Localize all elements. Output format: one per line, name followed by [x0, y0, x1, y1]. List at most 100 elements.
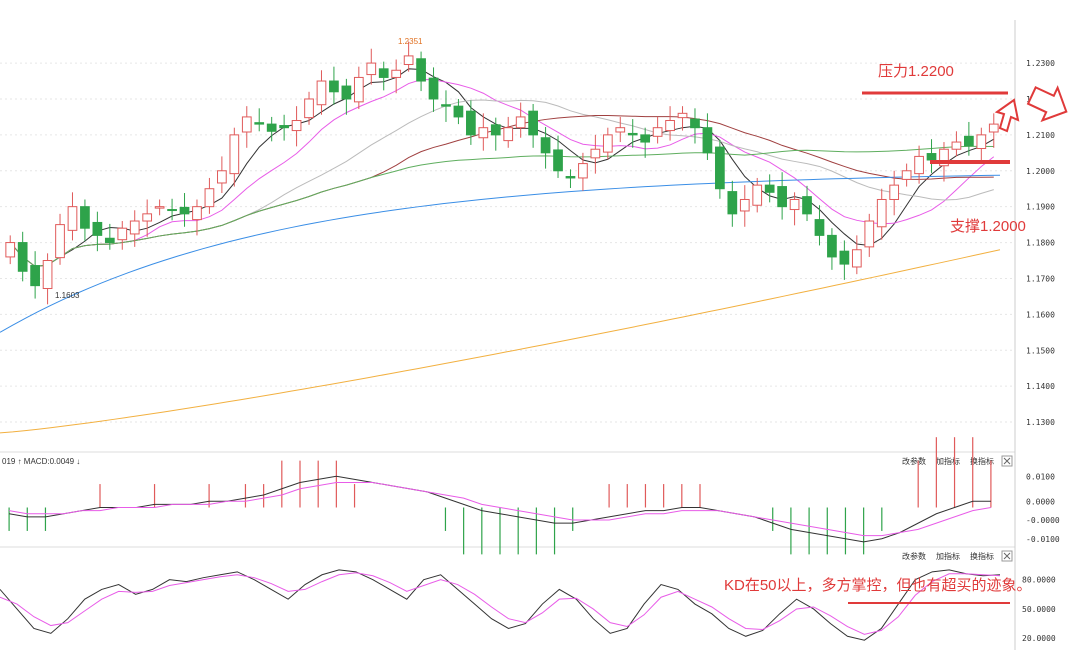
price-axis: 1.23001.22001.21001.20001.19001.18001.17… — [1026, 59, 1055, 427]
add-indicator-button[interactable]: 加指标 — [936, 551, 960, 561]
candle-body — [490, 124, 501, 136]
macd-tick-label: -0.0100 — [1026, 535, 1060, 544]
price-tick-label: 1.1700 — [1026, 274, 1055, 283]
candle-body — [752, 184, 763, 206]
change-params-button[interactable]: 改参数 — [902, 456, 926, 466]
candle-body — [92, 221, 103, 236]
macd-series — [8, 437, 992, 555]
candle-body — [876, 198, 887, 228]
candle-body — [428, 77, 439, 100]
low-price-label: 1.1603 — [55, 291, 80, 300]
candle-body — [279, 125, 289, 129]
candle-body — [30, 265, 40, 287]
hollow-arrow-icon — [994, 98, 1020, 133]
candle-body — [17, 242, 28, 272]
candle-body — [254, 122, 265, 125]
candle-body — [241, 116, 252, 133]
macd-axis: 0.0100 0.0000 -0.0000 -0.0100 — [1026, 472, 1060, 544]
candle-body — [403, 55, 414, 66]
candle-body — [5, 242, 16, 258]
candle-body — [204, 188, 215, 208]
candle-body — [602, 134, 613, 153]
macd-tick-label: 0.0100 — [1026, 472, 1055, 481]
candle-body — [690, 118, 700, 129]
candle-body — [715, 146, 725, 190]
ma250-line — [0, 249, 1001, 434]
candle-body — [590, 148, 601, 159]
candle-body — [739, 198, 750, 212]
close-icon-glyph — [1003, 457, 1011, 465]
kd-axis: 80.0000 50.0000 20.0000 — [1022, 576, 1056, 644]
candle-body — [391, 69, 402, 78]
change-params-button[interactable]: 改参数 — [902, 551, 926, 561]
switch-indicator-button[interactable]: 换指标 — [970, 551, 994, 561]
candle-body — [341, 85, 352, 100]
candle-body — [416, 58, 426, 82]
candle-body — [80, 206, 90, 229]
candle-body — [901, 170, 912, 180]
candle-body — [142, 213, 153, 222]
price-gridlines — [0, 62, 1015, 423]
kd-annotation: KD在50以上，多方掌控，但也有超买的迹象。 — [724, 577, 1032, 594]
candle-body — [702, 127, 713, 154]
price-tick-label: 1.2000 — [1026, 167, 1055, 176]
candle-body — [578, 163, 588, 179]
add-indicator-button[interactable]: 加指标 — [936, 456, 960, 466]
kd-tick-label: 50.0000 — [1022, 605, 1056, 614]
candle-body — [926, 153, 937, 161]
candle-body — [814, 219, 825, 236]
kd-d-line — [0, 572, 1001, 635]
candle-body — [466, 110, 476, 136]
candle-body — [540, 137, 551, 154]
macd-dea-line — [9, 482, 991, 537]
ma5-line — [9, 68, 995, 268]
price-tick-label: 1.1300 — [1026, 418, 1055, 427]
close-icon-glyph — [1003, 552, 1011, 560]
candle-body — [777, 186, 787, 208]
candle-body — [441, 104, 451, 107]
candle-body — [291, 120, 302, 132]
candle-body — [304, 98, 314, 119]
price-tick-label: 1.1500 — [1026, 346, 1055, 355]
candle-body — [851, 249, 862, 268]
ma30-line — [9, 114, 994, 268]
macd-tick-label: -0.0000 — [1026, 516, 1060, 525]
candle-body — [453, 105, 464, 118]
candle-body — [889, 184, 900, 200]
candle-body — [366, 62, 377, 76]
switch-indicator-button[interactable]: 换指标 — [970, 456, 994, 466]
macd-tick-label: 0.0000 — [1026, 497, 1055, 506]
macd-label: 019 ↑ MACD:0.0049 ↓ — [2, 457, 80, 466]
candle-body — [640, 134, 651, 143]
candle-body — [789, 198, 800, 211]
candle-body — [129, 220, 140, 235]
candle-body — [104, 237, 115, 244]
candle-body — [42, 260, 53, 290]
candle-body — [951, 141, 962, 150]
candle-body — [515, 116, 526, 129]
candlesticks — [5, 41, 999, 305]
candle-body — [192, 206, 202, 221]
candle-body — [627, 132, 638, 136]
candle-body — [964, 135, 974, 147]
ma60-line — [9, 145, 994, 268]
candle-body — [316, 80, 327, 106]
candle-body — [565, 176, 576, 179]
ma10-line — [9, 79, 995, 268]
candle-body — [167, 209, 177, 212]
price-tick-label: 1.1800 — [1026, 239, 1055, 248]
candle-body — [677, 112, 688, 119]
candle-body — [939, 148, 949, 167]
candle-body — [727, 191, 738, 215]
candle-body — [827, 234, 837, 258]
support-annotation: 支撑1.2000 — [950, 218, 1026, 235]
candle-body — [665, 120, 675, 132]
candle-body — [914, 155, 924, 175]
candle-body — [988, 123, 999, 133]
price-tick-label: 1.2100 — [1026, 131, 1055, 140]
ma20-line — [9, 99, 994, 268]
price-tick-label: 1.2300 — [1026, 59, 1055, 68]
candle-body — [652, 127, 663, 137]
price-tick-label: 1.1600 — [1026, 310, 1055, 319]
candle-body — [478, 127, 489, 139]
